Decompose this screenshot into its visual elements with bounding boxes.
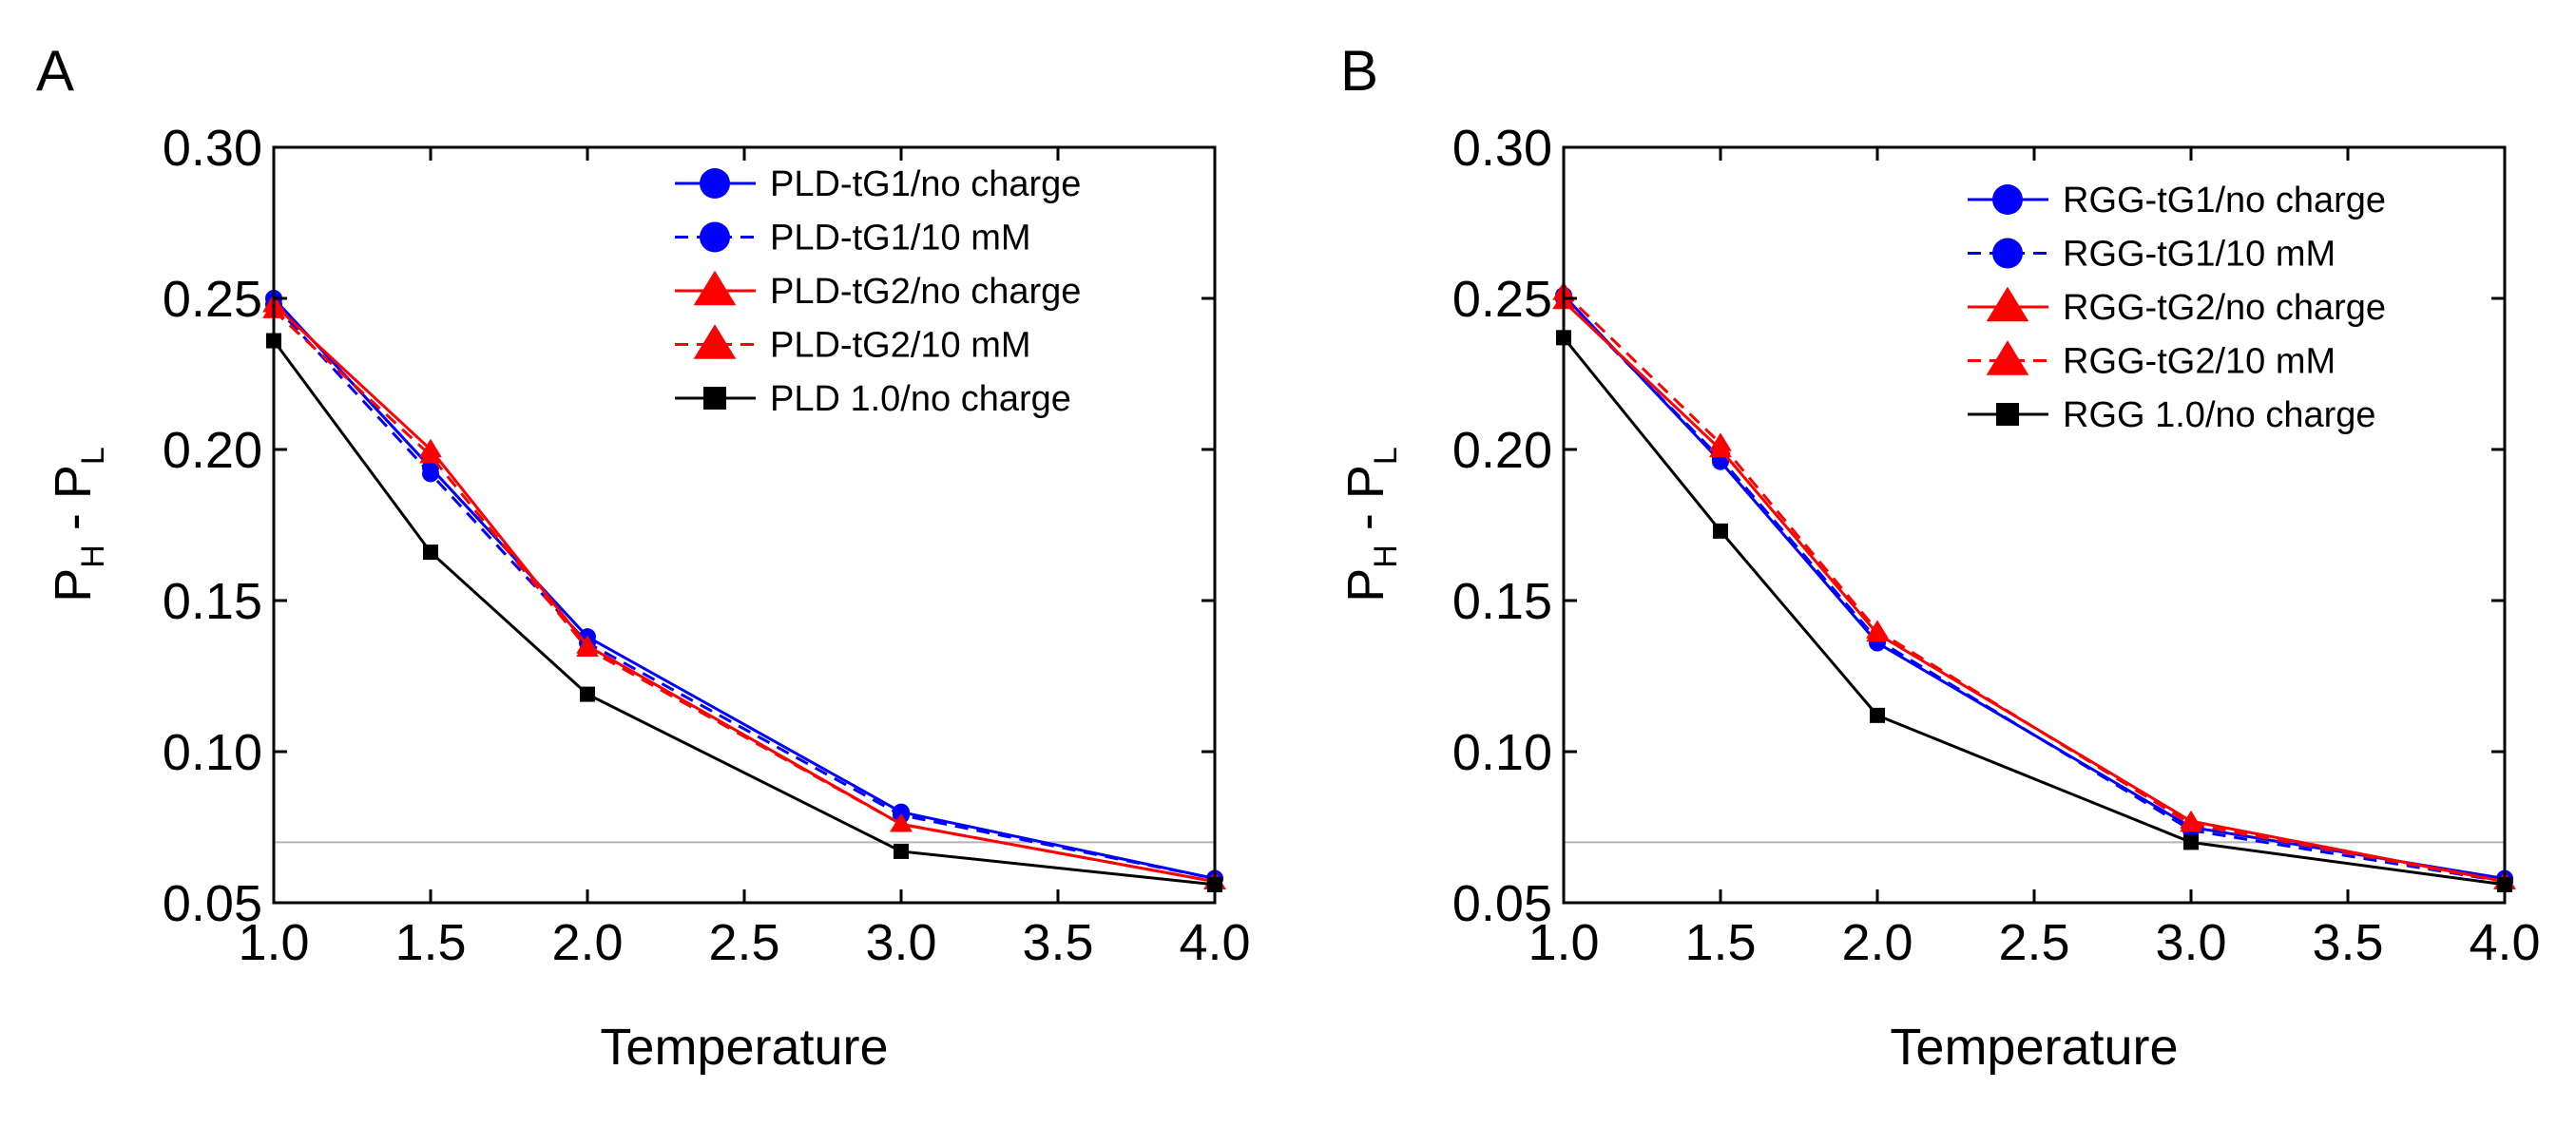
data-point (894, 843, 909, 859)
legend-entry: PLD-tG2/no charge (675, 270, 1081, 312)
y-tick-label: 0.15 (163, 573, 262, 630)
series-line (1562, 294, 2506, 881)
legend-marker (1996, 403, 2019, 426)
y-tick-label: 0.05 (1452, 875, 1552, 932)
legend-label: RGG-tG2/no charge (2063, 288, 2386, 328)
x-tick-label: 2.0 (1841, 914, 1913, 971)
series-line (1562, 300, 2506, 884)
y-tick-label: 0.10 (1452, 724, 1552, 781)
data-point (419, 445, 442, 464)
series-pld-tg1-no-charge (265, 290, 1223, 888)
y-axis-title-a: PH - PL (45, 447, 111, 602)
data-point (1866, 620, 1889, 639)
y-axis-title-b: PH - PL (1337, 447, 1404, 602)
series-line (272, 303, 1216, 884)
data-point (423, 544, 438, 561)
series-rgg-tg2-no-charge (1552, 290, 2516, 889)
data-point (580, 686, 595, 702)
series-rgg-tg1-no-charge (1555, 286, 2513, 888)
series-pld-1-0-no-charge (266, 333, 1222, 892)
y-tick-label: 0.15 (1452, 573, 1552, 630)
x-tick-label: 3.5 (1022, 914, 1093, 971)
x-tick-label: 1.0 (238, 914, 309, 971)
legend-label: PLD-tG1/10 mM (770, 219, 1031, 258)
legend-marker (700, 168, 730, 199)
y-tick-label: 0.30 (1452, 120, 1552, 177)
series-line (272, 303, 1216, 881)
y-tick-label: 0.25 (163, 271, 262, 328)
x-tick-label: 1.0 (1528, 914, 1599, 971)
data-point (1709, 432, 1732, 451)
legend-marker (1986, 286, 2029, 322)
legend-entry: PLD-tG1/10 mM (675, 219, 1031, 258)
series-rgg-1-0-no-charge (1556, 330, 2512, 892)
series-rgg-tg1-10-mm (1555, 290, 2513, 890)
data-point (1870, 707, 1885, 723)
series-rgg-tg2-10-mm (1552, 281, 2516, 889)
legend-marker (1992, 238, 2023, 269)
series-line (1562, 291, 2506, 884)
legend-marker (693, 270, 737, 306)
legend-entry: RGG-tG2/no charge (1968, 286, 2386, 328)
legend-label: PLD-tG2/10 mM (770, 326, 1031, 366)
legend-marker (693, 324, 737, 359)
y-tick-label: 0.30 (163, 120, 262, 177)
data-point (890, 813, 913, 832)
plot-frame-b (1562, 145, 2507, 905)
legend-entry: RGG-tG2/10 mM (1968, 340, 2336, 382)
x-tick-label: 1.5 (1684, 914, 1756, 971)
legend-label: PLD 1.0/no charge (770, 379, 1071, 419)
series-pld-tg2-10-mm (262, 299, 1226, 889)
x-tick-label: 3.0 (2155, 914, 2226, 971)
legend-marker (1992, 184, 2023, 215)
series-line (272, 309, 1216, 884)
legend-entry: RGG-tG1/10 mM (1968, 235, 2336, 275)
series-pld-tg2-no-charge (262, 294, 1226, 889)
y-tick-label: 0.10 (163, 724, 262, 781)
legend-marker (700, 221, 730, 253)
data-point (2183, 834, 2199, 850)
x-tick-label: 2.5 (1998, 914, 2069, 971)
x-tick-label: 3.5 (2312, 914, 2383, 971)
legend-entry: RGG-tG1/no charge (1968, 181, 2386, 220)
series-pld-tg1-10-mm (265, 296, 1223, 888)
y-tick-label: 0.25 (1452, 271, 1552, 328)
legend-marker (703, 387, 726, 410)
legend-label: RGG-tG1/10 mM (2063, 235, 2336, 275)
x-axis-title-b: Temperature (1890, 1019, 2178, 1076)
y-tick-label: 0.05 (163, 875, 262, 932)
data-point (576, 638, 599, 657)
legend-entry: PLD 1.0/no charge (675, 379, 1071, 419)
legend-label: RGG-tG2/10 mM (2063, 342, 2336, 382)
panel-label-b: B (1340, 39, 1378, 103)
series-line (272, 339, 1216, 887)
y-tick-label: 0.20 (163, 422, 262, 479)
x-tick-label: 4.0 (2469, 914, 2540, 971)
x-tick-label: 1.5 (394, 914, 466, 971)
panel-label-a: A (36, 39, 74, 103)
series-line (272, 296, 1216, 881)
plot-frame-a (272, 145, 1217, 905)
legend-label: PLD-tG1/no charge (770, 164, 1081, 204)
legend-label: PLD-tG2/no charge (770, 272, 1081, 312)
series-line (1562, 296, 2506, 884)
x-tick-label: 3.0 (865, 914, 936, 971)
panel-a: A 1.0 1.5 2.0 2.5 3.0 3.5 4.0 0.05 0.10 0.15 0.20 0… (36, 39, 1251, 1076)
data-point (1713, 523, 1728, 539)
panel-b: B 1.0 1.5 2.0 2.5 3.0 3.5 4.0 0.05 0.10 0.15 0.20 0… (1337, 39, 2541, 1076)
legend-marker (1986, 340, 2029, 375)
x-tick-label: 4.0 (1179, 914, 1250, 971)
x-tick-label: 2.0 (551, 914, 623, 971)
legend-entry: RGG 1.0/no charge (1968, 395, 2376, 435)
x-tick-label: 2.5 (708, 914, 779, 971)
legend-label: RGG 1.0/no charge (2063, 395, 2376, 435)
data-point (2180, 813, 2202, 832)
data-point (422, 465, 439, 483)
legend-entry: PLD-tG2/10 mM (675, 324, 1031, 366)
legend-entry: PLD-tG1/no charge (675, 164, 1081, 204)
legend-label: RGG-tG1/no charge (2063, 181, 2386, 220)
x-axis-title-a: Temperature (600, 1019, 888, 1076)
y-tick-label: 0.20 (1452, 422, 1552, 479)
